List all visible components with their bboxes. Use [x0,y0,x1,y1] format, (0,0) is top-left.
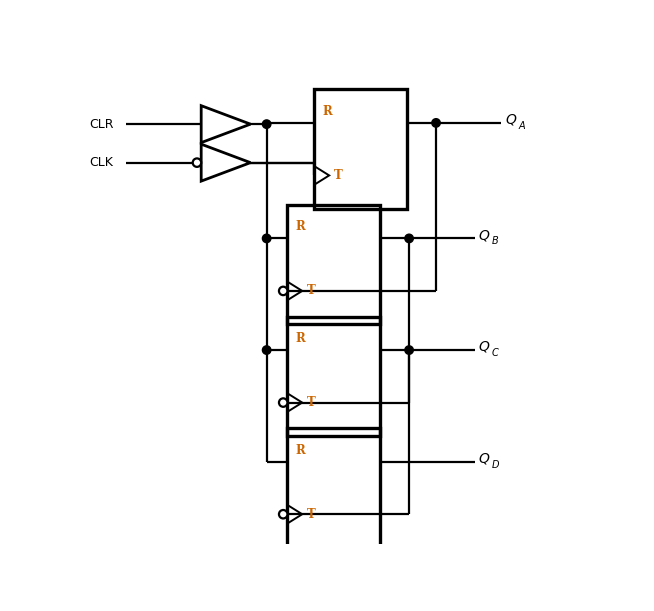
Text: R: R [295,332,305,345]
Circle shape [193,158,201,167]
Circle shape [405,346,413,354]
Text: T: T [307,508,316,521]
Text: R: R [295,221,305,233]
Text: C: C [492,348,498,358]
Text: R: R [295,444,305,456]
Circle shape [432,119,440,127]
Bar [288,316,380,436]
Text: T: T [307,285,316,298]
Circle shape [279,510,288,519]
Text: $Q$: $Q$ [505,112,517,127]
Text: T: T [334,169,343,182]
Circle shape [405,234,413,243]
Text: R: R [322,105,332,118]
Text: CLR: CLR [90,118,114,131]
Text: $Q$: $Q$ [477,340,490,354]
Circle shape [279,287,288,295]
Text: CLK: CLK [90,156,113,169]
Text: $Q$: $Q$ [477,228,490,243]
Text: T: T [307,396,316,409]
Text: D: D [492,460,499,470]
Bar [288,428,380,547]
Circle shape [262,120,271,128]
Bar [315,89,407,209]
Bar [288,205,380,324]
Text: A: A [519,121,525,131]
Circle shape [262,346,271,354]
Circle shape [262,234,271,243]
Text: B: B [492,236,498,246]
Text: $Q$: $Q$ [477,451,490,466]
Circle shape [279,398,288,407]
